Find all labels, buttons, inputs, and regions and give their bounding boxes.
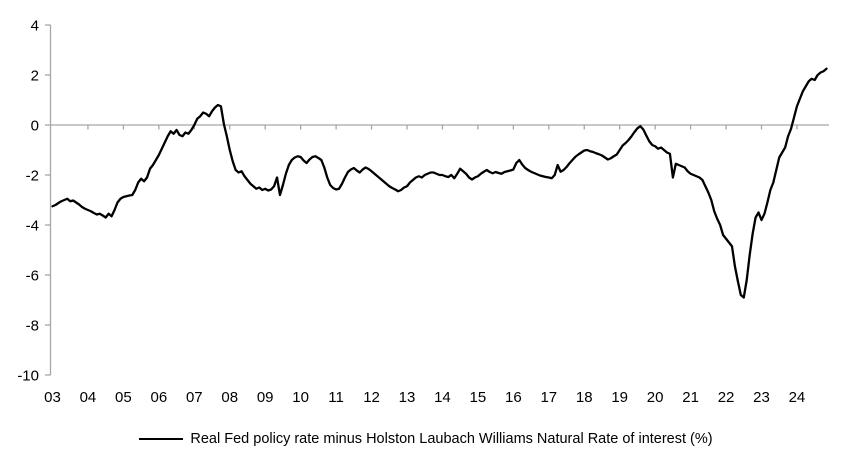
y-tick-label: 0 [31, 117, 39, 134]
x-tick-label: 23 [753, 389, 770, 406]
legend: Real Fed policy rate minus Holston Lauba… [0, 431, 852, 447]
x-tick-label: 17 [540, 389, 557, 406]
x-tick-label: 24 [789, 389, 806, 406]
x-tick-label: 04 [80, 389, 97, 406]
x-tick-label: 19 [611, 389, 628, 406]
series-line [51, 67, 828, 299]
x-tick-label: 20 [647, 389, 664, 406]
x-tick-label: 18 [576, 389, 593, 406]
y-tick-label: 2 [31, 67, 39, 84]
y-tick-label: 4 [31, 17, 39, 34]
x-tick-label: 21 [682, 389, 699, 406]
x-tick-label: 22 [718, 389, 735, 406]
x-tick-label: 07 [186, 389, 203, 406]
x-tick-label: 08 [221, 389, 238, 406]
x-tick-label: 12 [363, 389, 380, 406]
x-tick-label: 15 [470, 389, 487, 406]
y-tick-label: -10 [17, 367, 39, 384]
y-tick-label: -8 [26, 317, 39, 334]
x-tick-label: 06 [151, 389, 168, 406]
x-tick-label: 11 [328, 389, 344, 406]
y-tick-label: -2 [26, 167, 39, 184]
x-tick-label: 03 [44, 389, 61, 406]
legend-line-swatch [139, 438, 184, 440]
y-tick-label: -4 [26, 217, 39, 234]
x-tick-label: 16 [505, 389, 522, 406]
x-tick-label: 09 [257, 389, 274, 406]
x-tick-label: 13 [399, 389, 416, 406]
y-tick-label: -6 [26, 267, 39, 284]
x-tick-label: 14 [434, 389, 451, 406]
legend-label: Real Fed policy rate minus Holston Lauba… [190, 431, 713, 447]
x-tick-label: 10 [292, 389, 309, 406]
x-tick-label: 05 [115, 389, 132, 406]
